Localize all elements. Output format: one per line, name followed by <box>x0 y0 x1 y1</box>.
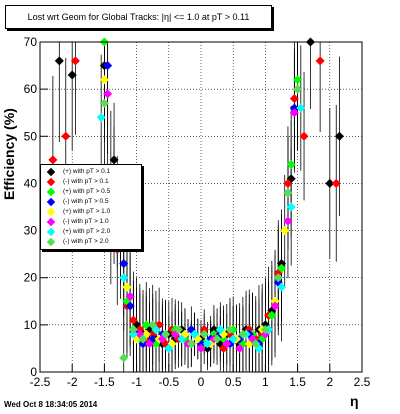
data-point <box>54 56 64 66</box>
data-point <box>289 94 299 104</box>
legend-marker <box>46 167 56 177</box>
data-point <box>238 329 248 339</box>
data-point <box>186 339 196 349</box>
data-point <box>228 334 238 344</box>
data-point <box>119 259 129 269</box>
data-point <box>141 320 151 330</box>
legend-label: (+) with pT > 0.1 <box>63 168 111 175</box>
y-tick-label: 50 <box>24 129 38 143</box>
data-point <box>334 131 344 141</box>
data-point <box>125 292 135 302</box>
x-tick-label: 0 <box>198 375 205 389</box>
data-point <box>125 301 135 311</box>
legend-label: (+) with pT > 2.0 <box>63 228 111 235</box>
x-tick-label: -1 <box>131 375 142 389</box>
data-point <box>48 155 58 165</box>
x-tick-label: 0.5 <box>225 375 242 389</box>
legend-entry: (-) with pT > 2.0 <box>41 237 141 247</box>
legend-entry: (-) with pT > 0.5 <box>41 197 141 207</box>
data-point <box>212 334 222 344</box>
data-point <box>199 329 209 339</box>
legend-marker <box>46 187 56 197</box>
x-tick-label: 2 <box>326 375 333 389</box>
data-point <box>215 325 225 335</box>
data-point <box>251 339 261 349</box>
data-point <box>225 325 235 335</box>
axis-ticks: -2.5 -2 -1.5 -1 -0.5 0 0.5 1 1.5 2 2.5 0 10 20 30 40 50 6… <box>24 35 371 389</box>
x-axis-label: η <box>350 393 359 409</box>
data-point <box>144 339 155 349</box>
legend-marker <box>46 227 56 237</box>
data-point <box>196 343 206 353</box>
x-tick-label: -2.5 <box>30 375 51 389</box>
legend-entry: (-) with pT > 1.0 <box>41 217 141 227</box>
data-point <box>119 273 129 283</box>
data-point <box>122 282 132 292</box>
data-point <box>199 325 209 335</box>
legend-label: (+) with pT > 0.5 <box>63 188 111 195</box>
data-point <box>222 339 232 349</box>
legend-label: (-) with pT > 1.0 <box>63 218 109 225</box>
legend-label: (-) with pT > 2.0 <box>63 238 109 245</box>
data-point <box>235 343 245 353</box>
y-tick-label: 60 <box>24 82 38 96</box>
data-point <box>103 61 113 71</box>
x-tick-label: 1.5 <box>289 375 306 389</box>
data-point <box>99 75 109 85</box>
data-point <box>202 339 212 349</box>
y-tick-label: 10 <box>24 318 38 332</box>
data-point <box>315 56 325 66</box>
legend: (+) with pT > 0.1 (-) with pT > 0.1 (+) wi… <box>40 164 142 250</box>
legend-entry: (-) with pT > 0.1 <box>41 177 141 187</box>
x-tick-label: -0.5 <box>158 375 179 389</box>
legend-marker <box>46 177 56 187</box>
data-point <box>161 329 171 339</box>
data-point <box>177 334 187 344</box>
legend-label: (+) with pT > 1.0 <box>63 208 111 215</box>
legend-label: (-) with pT > 0.5 <box>63 198 109 205</box>
data-point <box>70 56 80 66</box>
legend-marker <box>46 207 56 217</box>
data-point <box>128 325 138 335</box>
y-tick-label: 20 <box>24 271 38 285</box>
y-tick-label: 30 <box>24 224 38 238</box>
legend-label: (-) with pT > 0.1 <box>63 178 109 185</box>
legend-marker <box>46 217 56 227</box>
data-point <box>99 98 109 108</box>
data-point <box>148 320 158 330</box>
x-tick-label: -2 <box>67 375 78 389</box>
data-point <box>67 70 77 80</box>
data-point <box>331 178 341 188</box>
y-axis-label: Efficiency (%) <box>1 108 17 200</box>
data-point <box>138 334 148 344</box>
data-point <box>138 339 148 349</box>
timestamp-footer: Wed Oct 8 18:34:05 2014 <box>4 400 98 409</box>
y-tick-label: 40 <box>24 176 38 190</box>
y-tick-label: 70 <box>24 35 38 49</box>
legend-entry: (+) with pT > 1.0 <box>41 207 141 217</box>
data-point <box>109 155 119 165</box>
data-point <box>61 131 71 141</box>
data-point <box>173 325 183 335</box>
legend-entry: (+) with pT > 2.0 <box>41 227 141 237</box>
data-point <box>164 343 174 353</box>
data-point <box>103 89 113 99</box>
chart-title: Lost wrt Geom for Global Tracks: |η| <= … <box>5 5 272 29</box>
data-point <box>289 103 299 113</box>
y-tick-label: 0 <box>30 365 37 379</box>
legend-entry: (+) with pT > 0.5 <box>41 187 141 197</box>
x-tick-label: 2.5 <box>354 375 371 389</box>
legend-marker <box>46 237 56 247</box>
data-point <box>96 112 106 122</box>
data-point <box>325 178 335 188</box>
data-point <box>190 329 200 339</box>
x-tick-label: -1.5 <box>94 375 115 389</box>
legend-marker <box>46 197 56 207</box>
x-tick-label: 1 <box>262 375 269 389</box>
legend-entry: (+) with pT > 0.1 <box>41 167 141 177</box>
data-point <box>296 103 306 113</box>
data-point <box>119 353 129 363</box>
